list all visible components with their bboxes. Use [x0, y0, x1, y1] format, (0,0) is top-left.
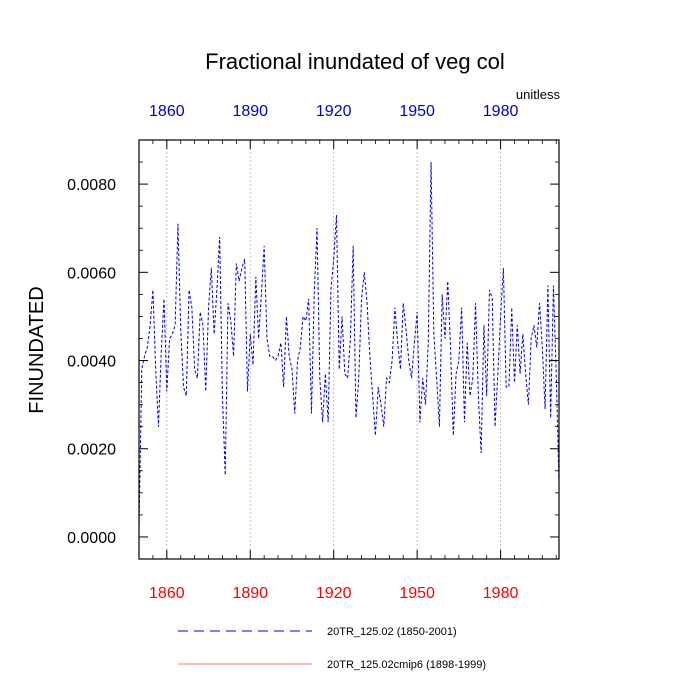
grid-lines	[166, 140, 501, 559]
x-tick-label-bottom: 1860	[149, 585, 185, 602]
x-tick-label-bottom: 1890	[232, 585, 268, 602]
y-tick-label: 0.0000	[67, 530, 116, 547]
series-line-1	[138, 162, 560, 529]
x-tick-label-top: 1860	[149, 103, 185, 120]
y-tick-label: 0.0060	[67, 265, 116, 282]
x-tick-label-top: 1920	[316, 103, 352, 120]
axes: 1860 1860 1890 1890 1920 1920 1950 1950 1980 1980…	[67, 103, 560, 602]
y-tick-label: 0.0020	[67, 442, 116, 459]
plot-frame	[138, 139, 560, 560]
chart-title: Fractional inundated of veg col	[205, 49, 505, 74]
x-tick-label-bottom: 1950	[399, 585, 435, 602]
legend-label-1: 20TR_125.02 (1850-2001)	[327, 626, 457, 638]
y-axis-label: FINUNDATED	[26, 286, 48, 413]
x-tick-label-bottom: 1980	[483, 585, 519, 602]
series-lines	[138, 162, 560, 529]
x-tick-label-top: 1950	[399, 103, 435, 120]
y-tick-label: 0.0080	[67, 177, 116, 194]
y-tick-label: 0.0040	[67, 354, 116, 371]
x-tick-label-top: 1890	[232, 103, 268, 120]
x-tick-label-top: 1980	[483, 103, 519, 120]
units-label: unitless	[516, 87, 561, 102]
x-tick-label-bottom: 1920	[316, 585, 352, 602]
legend-label-2: 20TR_125.02cmip6 (1898-1999)	[327, 659, 486, 671]
legend: 20TR_125.02 (1850-2001) 20TR_125.02cmip6 …	[178, 626, 486, 671]
